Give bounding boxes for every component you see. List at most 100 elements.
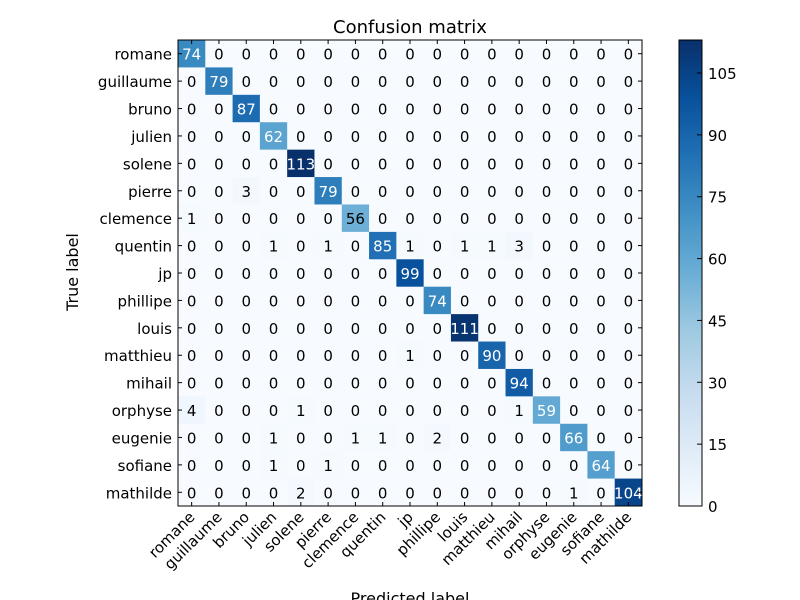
heatmap-cells xyxy=(178,40,643,507)
cell-value-label: 1 xyxy=(460,238,470,256)
y-tick-label: romane xyxy=(114,46,172,64)
heatmap-cell xyxy=(341,286,370,315)
heatmap-cell xyxy=(450,451,479,480)
heatmap-cell xyxy=(287,314,315,343)
cell-value-label: 0 xyxy=(241,73,251,91)
heatmap-cell xyxy=(423,40,452,68)
heatmap-cell xyxy=(505,94,534,123)
cell-value-label: 0 xyxy=(323,402,333,420)
heatmap-cell xyxy=(423,177,452,205)
heatmap-cell xyxy=(614,314,643,343)
y-tick-label: phillipe xyxy=(118,292,172,310)
heatmap-cell xyxy=(505,341,534,370)
cell-value-label: 0 xyxy=(487,429,497,447)
heatmap-cell xyxy=(314,149,343,178)
heatmap-cell xyxy=(505,396,534,425)
heatmap-cell xyxy=(259,231,288,260)
heatmap-cell xyxy=(205,396,234,425)
heatmap-cell xyxy=(259,286,288,315)
heatmap-cell xyxy=(369,94,397,123)
y-tick-label: guillaume xyxy=(98,73,172,91)
cell-value-label: 0 xyxy=(241,155,251,173)
chart-title: Confusion matrix xyxy=(333,17,487,38)
cell-value-label: 0 xyxy=(514,429,524,447)
heatmap-cell xyxy=(205,94,234,123)
cell-value-label: 0 xyxy=(351,155,361,173)
heatmap-cell xyxy=(560,286,588,315)
heatmap-cell xyxy=(587,286,616,315)
cell-value-label: 3 xyxy=(241,183,251,201)
y-tick-label: solene xyxy=(123,155,172,173)
cell-value-label: 0 xyxy=(323,292,333,310)
cell-value-label: 0 xyxy=(569,402,579,420)
cell-value-label: 0 xyxy=(187,73,197,91)
cell-value-label: 0 xyxy=(624,265,634,283)
cell-value-label: 0 xyxy=(241,484,251,502)
cell-value-label: 0 xyxy=(624,320,634,338)
cell-value-label: 0 xyxy=(405,484,415,502)
cell-value-label: 0 xyxy=(269,46,279,64)
heatmap-cell xyxy=(560,478,588,507)
cell-value-label: 0 xyxy=(241,238,251,256)
heatmap-cell xyxy=(178,94,206,123)
heatmap-cell xyxy=(505,67,534,96)
heatmap-cell xyxy=(259,94,288,123)
cell-value-label: 0 xyxy=(378,128,388,146)
cell-value-label: 66 xyxy=(564,429,583,447)
heatmap-cell xyxy=(178,67,206,96)
y-tick-label: bruno xyxy=(128,101,172,119)
heatmap-cell xyxy=(287,204,315,233)
cell-value-label: 0 xyxy=(514,484,524,502)
cell-value-label: 0 xyxy=(460,73,470,91)
heatmap-cell xyxy=(450,368,479,397)
cell-value-label: 1 xyxy=(323,238,333,256)
cell-value-label: 0 xyxy=(460,155,470,173)
cell-value-label: 0 xyxy=(351,101,361,119)
heatmap-cell xyxy=(587,451,616,480)
heatmap-cell xyxy=(178,451,206,480)
heatmap-cell xyxy=(314,396,343,425)
cell-value-label: 0 xyxy=(624,347,634,365)
heatmap-cell xyxy=(587,94,616,123)
cell-value-label: 0 xyxy=(323,46,333,64)
cell-value-label: 0 xyxy=(624,183,634,201)
heatmap-cell xyxy=(287,341,315,370)
cell-value-label: 0 xyxy=(514,292,524,310)
y-tick-label: eugenie xyxy=(112,429,172,447)
heatmap-cell xyxy=(587,423,616,452)
cell-value-label: 0 xyxy=(378,183,388,201)
heatmap-cell xyxy=(450,177,479,205)
cell-value-label: 0 xyxy=(433,347,443,365)
heatmap-cell xyxy=(532,94,561,123)
cell-value-label: 0 xyxy=(214,238,224,256)
heatmap-cell xyxy=(287,451,315,480)
cell-value-label: 104 xyxy=(614,484,643,502)
heatmap-cell xyxy=(614,396,643,425)
cell-value-label: 0 xyxy=(187,155,197,173)
heatmap-cell xyxy=(232,478,261,507)
heatmap-cell xyxy=(614,204,643,233)
heatmap-cell xyxy=(396,177,425,205)
cell-value-label: 0 xyxy=(487,46,497,64)
heatmap-cell xyxy=(614,67,643,96)
heatmap-cell xyxy=(423,231,452,260)
cell-value-label: 74 xyxy=(428,292,447,310)
heatmap-cell xyxy=(259,341,288,370)
cell-value-label: 0 xyxy=(569,347,579,365)
cell-value-label: 0 xyxy=(487,402,497,420)
heatmap-cell xyxy=(505,451,534,480)
heatmap-cell xyxy=(314,67,343,96)
heatmap-cell xyxy=(396,122,425,151)
heatmap-cell xyxy=(450,149,479,178)
cell-value-label: 0 xyxy=(241,429,251,447)
cell-value-label: 0 xyxy=(187,429,197,447)
heatmap-cell xyxy=(450,314,479,343)
heatmap-cell xyxy=(341,478,370,507)
cell-value-label: 0 xyxy=(269,73,279,91)
cell-value-label: 0 xyxy=(241,457,251,475)
cell-value-label: 0 xyxy=(460,484,470,502)
cell-value-label: 85 xyxy=(373,238,392,256)
heatmap-cell xyxy=(423,67,452,96)
heatmap-cell xyxy=(396,231,425,260)
cell-value-label: 0 xyxy=(351,73,361,91)
